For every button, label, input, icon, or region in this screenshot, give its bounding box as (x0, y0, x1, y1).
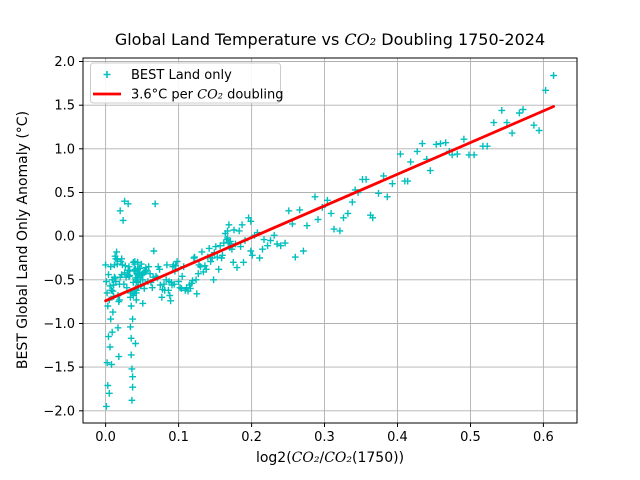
x-tick-label: 0.1 (168, 430, 189, 445)
y-tick-label: −2.0 (43, 404, 75, 419)
gridlines (83, 58, 577, 423)
y-tick-label: 0.5 (54, 186, 75, 201)
scatter-series-best-land (102, 72, 557, 410)
legend: BEST Land only 3.6°C per CO₂ doubling (90, 62, 284, 104)
x-tick-label: 0.5 (460, 430, 481, 445)
y-axis: −2.0 −1.5 −1.0 −0.5 0.0 0.5 1.0 1.5 2.0 (43, 55, 83, 419)
x-tick-label: 0.0 (95, 430, 116, 445)
y-tick-label: −1.5 (43, 361, 75, 376)
legend-plus-marker-icon (103, 71, 111, 78)
trend-line-3.6c-per-doubling (104, 105, 555, 303)
y-axis-label: BEST Global Land Only Anomaly (°C) (15, 111, 31, 369)
y-tick-label: −1.0 (43, 317, 75, 332)
x-tick-label: 0.3 (314, 430, 335, 445)
x-tick-label: 0.2 (241, 430, 262, 445)
y-tick-label: 1.5 (54, 99, 75, 114)
y-tick-label: 0.0 (54, 230, 75, 245)
y-tick-label: 2.0 (54, 55, 75, 70)
x-tick-label: 0.4 (387, 430, 408, 445)
y-tick-label: 1.0 (54, 142, 75, 157)
chart-title: Global Land Temperature vs CO₂ Doubling … (115, 30, 545, 49)
legend-label-best-land: BEST Land only (131, 68, 232, 83)
y-tick-label: −0.5 (43, 273, 75, 288)
x-axis: 0.0 0.1 0.2 0.3 0.4 0.5 0.6 (95, 423, 554, 445)
legend-label-trend: 3.6°C per CO₂ doubling (131, 88, 284, 103)
plot-border-spines (82, 57, 578, 424)
x-tick-label: 0.6 (533, 430, 554, 445)
x-axis-label: log2(CO₂/CO₂(1750)) (256, 450, 404, 466)
legend-box (90, 62, 281, 104)
